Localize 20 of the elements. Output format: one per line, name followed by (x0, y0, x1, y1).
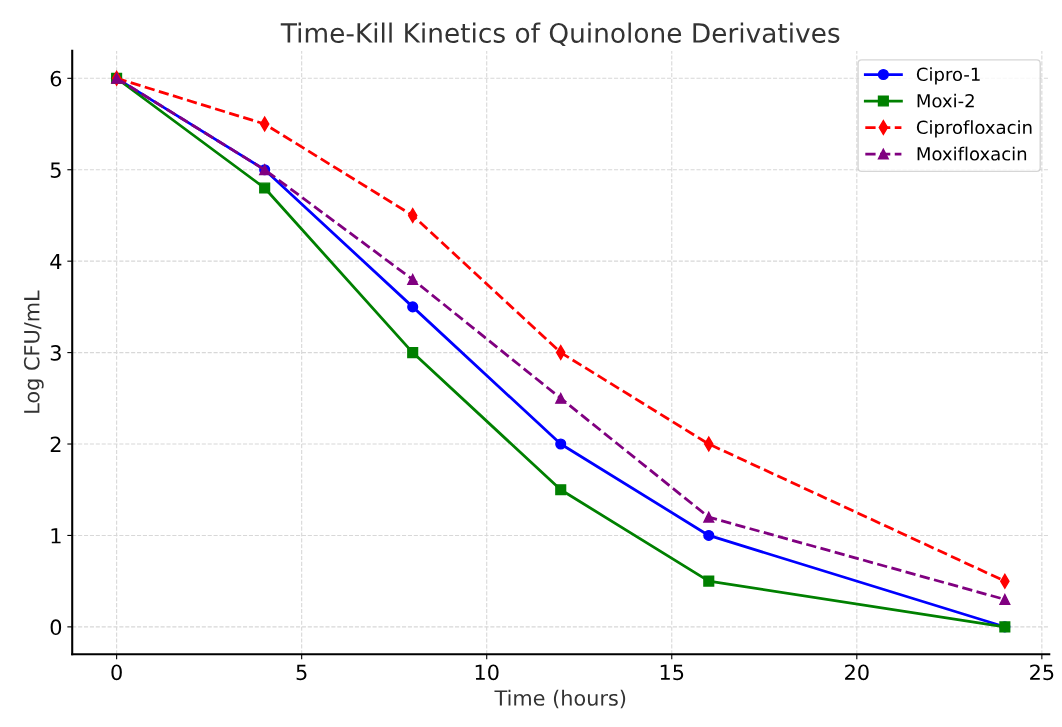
y-tick-label: 2 (50, 436, 61, 452)
x-axis-title: Time (hours) (494, 689, 626, 709)
x-tick-label: 15 (660, 664, 684, 681)
legend-label: Moxi-2 (917, 93, 974, 108)
x-tick-label: 0 (111, 664, 122, 681)
y-tick-label: 6 (50, 70, 62, 87)
legend-label: Cipro-1 (916, 67, 980, 85)
x-tick-label: 20 (845, 664, 869, 681)
chart-title: Time-Kill Kinetics of Quinolone Derivatives (280, 22, 840, 46)
y-axis-title: Log CFU/mL (23, 290, 44, 413)
y-tick-label: 4 (50, 253, 62, 270)
y-tick-label: 1 (51, 528, 61, 544)
y-tick-label: 3 (50, 345, 61, 361)
x-tick-label: 25 (1030, 664, 1054, 681)
x-tick-label: 10 (475, 664, 499, 681)
x-tick-label: 5 (296, 664, 307, 681)
y-tick-label: 5 (50, 162, 61, 178)
legend-label: Ciprofloxacin (916, 120, 1032, 138)
legend-label: Moxifloxacin (917, 146, 1027, 161)
y-tick-label: 0 (50, 619, 62, 636)
